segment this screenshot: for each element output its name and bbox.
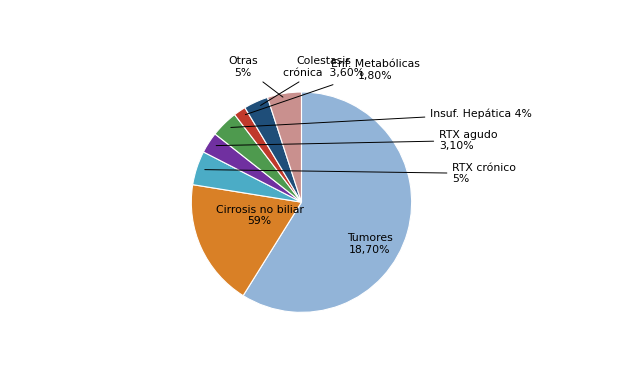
Wedge shape	[193, 152, 302, 202]
Wedge shape	[191, 185, 302, 296]
Text: RTX crónico
5%: RTX crónico 5%	[205, 163, 516, 185]
Text: Colestasis
crónica  3,60%: Colestasis crónica 3,60%	[261, 56, 364, 105]
Text: RTX agudo
3,10%: RTX agudo 3,10%	[216, 130, 498, 151]
Wedge shape	[268, 92, 302, 202]
Wedge shape	[245, 97, 302, 202]
Text: Enf. Metabólicas
1,80%: Enf. Metabólicas 1,80%	[245, 60, 420, 115]
Text: Tumores
18,70%: Tumores 18,70%	[347, 233, 393, 255]
Wedge shape	[243, 92, 412, 312]
Wedge shape	[204, 134, 302, 202]
Wedge shape	[215, 115, 302, 202]
Text: Cirrosis no biliar
59%: Cirrosis no biliar 59%	[216, 205, 304, 226]
Text: Otras
5%: Otras 5%	[229, 56, 283, 97]
Text: Insuf. Hepática 4%: Insuf. Hepática 4%	[231, 109, 532, 128]
Wedge shape	[234, 108, 302, 202]
